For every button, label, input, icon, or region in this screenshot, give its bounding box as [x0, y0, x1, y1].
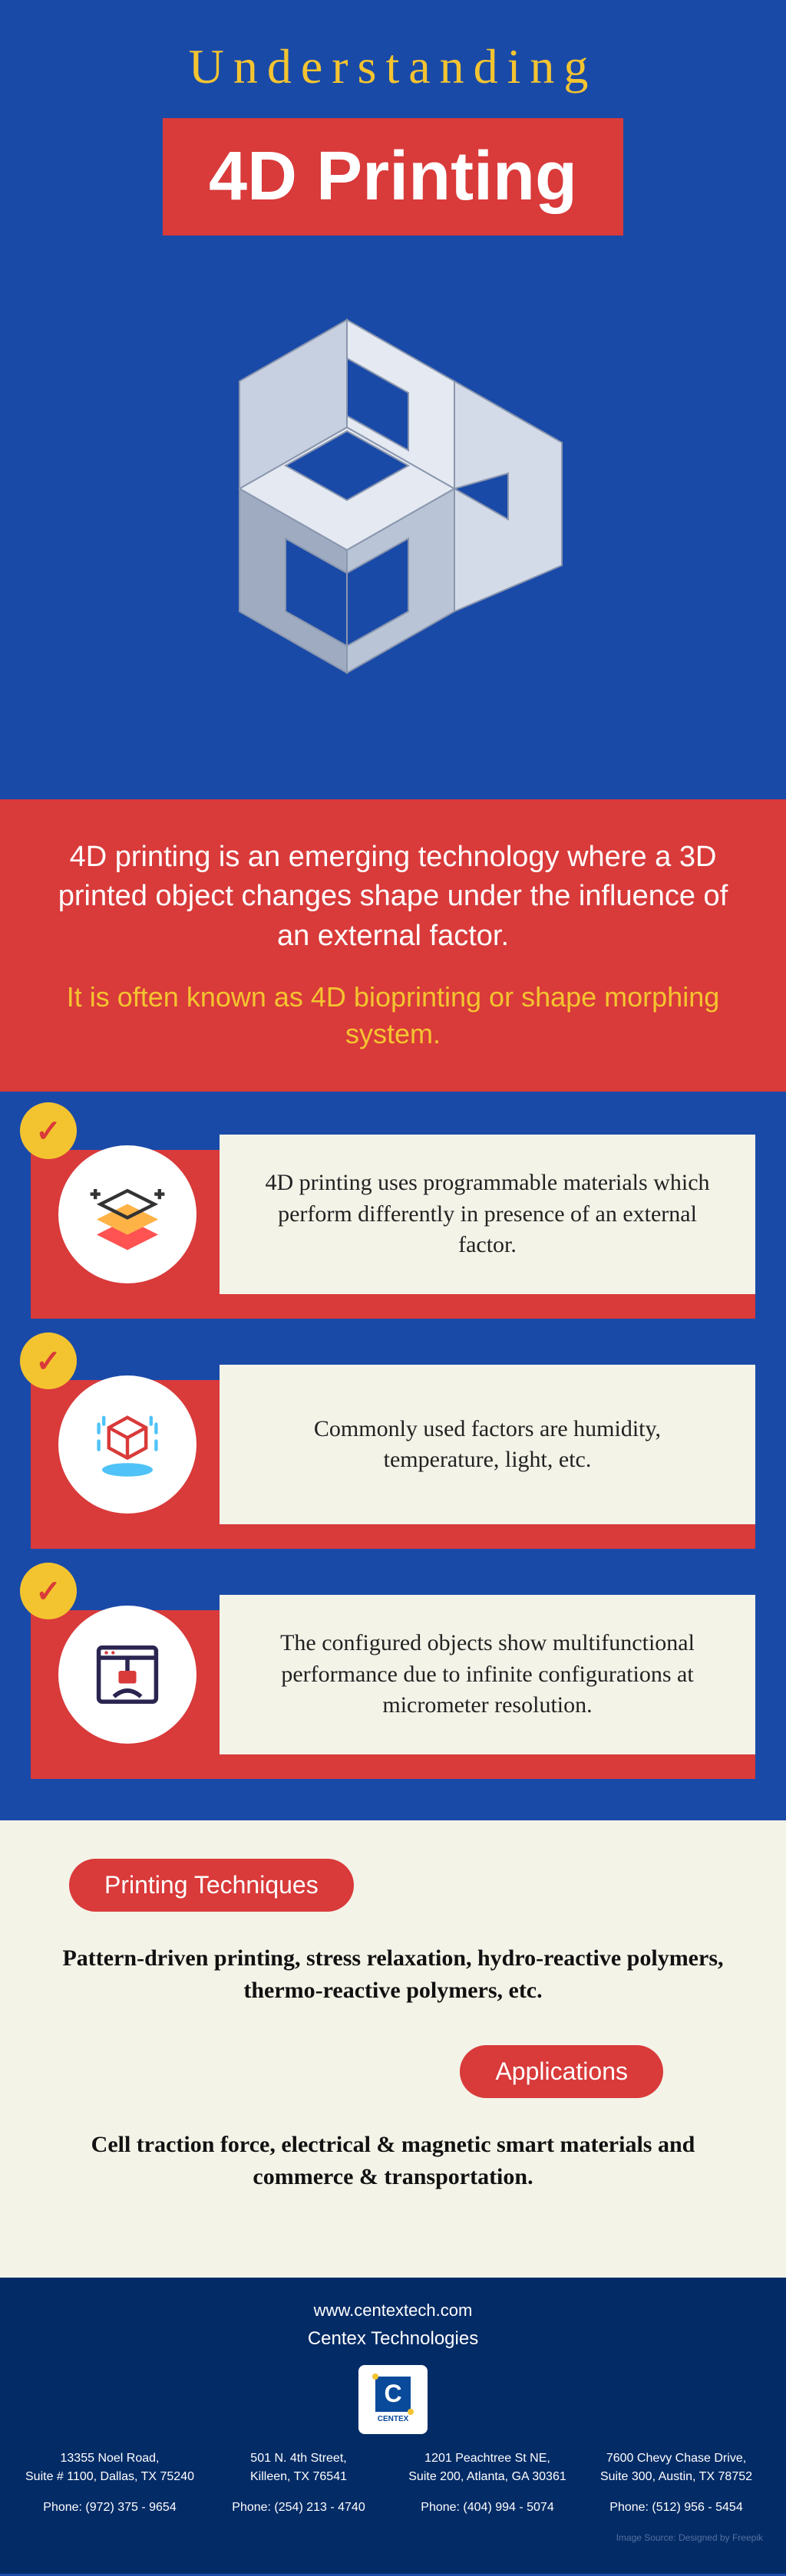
- infographic-root: Understanding 4D Printing: [0, 0, 786, 2574]
- company-logo: C CENTEX: [358, 2365, 428, 2434]
- addr-line: Suite # 1100, Dallas, TX 75240: [23, 2468, 196, 2486]
- feature-card: ✓ The configured objects show multif: [31, 1583, 755, 1767]
- cube-drops-icon: [58, 1375, 196, 1514]
- techniques-heading: Printing Techniques: [69, 1859, 354, 1912]
- impossible-cube-icon: [170, 305, 616, 734]
- card-text: Commonly used factors are humidity, temp…: [258, 1414, 717, 1476]
- footer-location: 7600 Chevy Chase Drive, Suite 300, Austi…: [582, 2449, 771, 2517]
- card-text-box: Commonly used factors are humidity, temp…: [220, 1365, 755, 1524]
- card-text-box: 4D printing uses programmable materials …: [220, 1135, 755, 1294]
- printer-icon: [58, 1606, 196, 1744]
- footer-locations: 13355 Noel Road, Suite # 1100, Dallas, T…: [15, 2449, 771, 2517]
- pill-row: Applications: [0, 2045, 663, 2098]
- addr-line: Suite 200, Atlanta, GA 30361: [401, 2468, 574, 2486]
- addr-line: Suite 300, Austin, TX 78752: [590, 2468, 763, 2486]
- card-text-box: The configured objects show multifunctio…: [220, 1595, 755, 1754]
- addr-line: 501 N. 4th Street,: [212, 2449, 385, 2468]
- title-box: 4D Printing: [163, 118, 623, 236]
- logo-label: CENTEX: [378, 2415, 409, 2423]
- pill-row: Printing Techniques: [69, 1859, 786, 1912]
- addr-line: Killeen, TX 76541: [212, 2468, 385, 2486]
- feature-card: ✓ 4D printing uses programmable material…: [31, 1122, 755, 1306]
- footer-location: 1201 Peachtree St NE, Suite 200, Atlanta…: [393, 2449, 582, 2517]
- footer-location: 501 N. 4th Street, Killeen, TX 76541 Pho…: [204, 2449, 393, 2517]
- check-icon: ✓: [20, 1102, 77, 1159]
- intro-text-1: 4D printing is an emerging technology wh…: [46, 838, 740, 956]
- hero-cube: [0, 259, 786, 799]
- intro-text-2: It is often known as 4D bioprinting or s…: [46, 979, 740, 1053]
- addr-line: 1201 Peachtree St NE,: [401, 2449, 574, 2468]
- applications-heading: Applications: [460, 2045, 663, 2098]
- applications-body: Cell traction force, electrical & magnet…: [0, 2098, 786, 2232]
- intro-panel: 4D printing is an emerging technology wh…: [0, 799, 786, 1092]
- header: Understanding 4D Printing: [0, 0, 786, 259]
- image-credit: Image Source: Designed by Freepik: [15, 2532, 771, 2543]
- techniques-body: Pattern-driven printing, stress relaxati…: [0, 1912, 786, 2045]
- phone: Phone: (404) 994 - 5074: [401, 2499, 574, 2517]
- check-icon: ✓: [20, 1563, 77, 1619]
- layers-icon: [58, 1145, 196, 1283]
- phone: Phone: (512) 956 - 5454: [590, 2499, 763, 2517]
- addr-line: 7600 Chevy Chase Drive,: [590, 2449, 763, 2468]
- card-text: The configured objects show multifunctio…: [258, 1628, 717, 1721]
- check-icon: ✓: [20, 1332, 77, 1389]
- feature-cards: ✓ 4D printing uses programmable material…: [0, 1092, 786, 1820]
- page-title: 4D Printing: [209, 138, 577, 215]
- phone: Phone: (254) 213 - 4740: [212, 2499, 385, 2517]
- footer-company: Centex Technologies: [15, 2328, 771, 2350]
- addr-line: 13355 Noel Road,: [23, 2449, 196, 2468]
- pretitle: Understanding: [0, 38, 786, 95]
- feature-card: ✓ Commonly used factors are: [31, 1352, 755, 1537]
- phone: Phone: (972) 375 - 9654: [23, 2499, 196, 2517]
- footer: www.centextech.com Centex Technologies C…: [0, 2278, 786, 2574]
- footer-url: www.centextech.com: [15, 2301, 771, 2321]
- footer-location: 13355 Noel Road, Suite # 1100, Dallas, T…: [15, 2449, 204, 2517]
- techniques-applications-section: Printing Techniques Pattern-driven print…: [0, 1820, 786, 2278]
- card-text: 4D printing uses programmable materials …: [258, 1168, 717, 1261]
